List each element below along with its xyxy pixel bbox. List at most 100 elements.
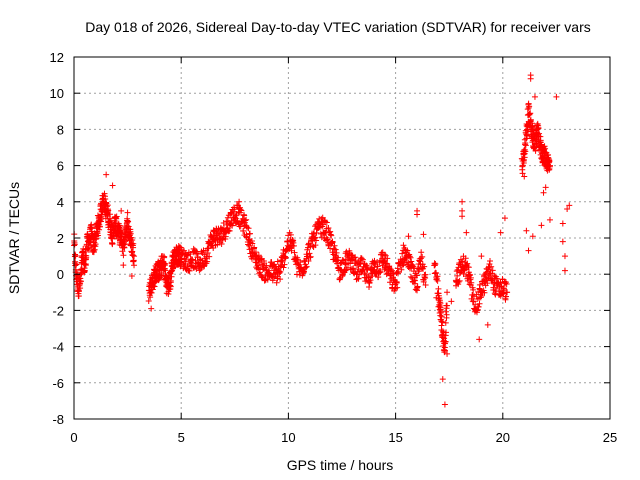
data-point: [521, 154, 528, 161]
data-point: [456, 277, 463, 284]
data-point: [106, 211, 113, 218]
data-point: [320, 221, 327, 228]
y-tick-label: -6: [52, 376, 64, 391]
data-point: [359, 256, 366, 263]
data-point: [519, 170, 526, 177]
data-point: [541, 146, 548, 153]
x-tick-label: 5: [178, 430, 185, 445]
data-point: [237, 206, 244, 213]
data-point: [165, 290, 172, 297]
data-point: [277, 263, 284, 270]
data-point: [129, 236, 136, 243]
data-point: [323, 219, 330, 226]
data-point: [520, 151, 527, 158]
data-point: [324, 236, 331, 243]
data-point: [393, 279, 400, 286]
data-point: [476, 281, 483, 288]
data-point: [92, 241, 99, 248]
data-point: [367, 277, 374, 284]
data-point: [277, 276, 284, 283]
data-point: [277, 268, 284, 275]
y-tick-label: 12: [50, 50, 64, 65]
data-point: [443, 311, 450, 318]
data-point: [183, 252, 190, 259]
data-point: [251, 244, 258, 251]
data-point: [459, 258, 466, 265]
data-point: [118, 207, 125, 214]
data-point: [162, 267, 169, 274]
data-point: [307, 254, 314, 261]
data-point: [122, 236, 129, 243]
data-point: [145, 297, 152, 304]
data-point: [105, 207, 112, 214]
data-point: [537, 137, 544, 144]
data-point: [407, 273, 414, 280]
data-point: [490, 284, 497, 291]
data-point: [386, 263, 393, 270]
data-point: [333, 249, 340, 256]
data-point: [76, 288, 83, 295]
data-point: [252, 249, 259, 256]
data-point: [442, 308, 449, 315]
data-point: [522, 142, 529, 149]
data-point: [148, 289, 155, 296]
data-point: [267, 272, 274, 279]
data-point: [484, 321, 491, 328]
data-point: [383, 260, 390, 267]
data-point: [249, 240, 256, 247]
data-point: [432, 260, 439, 267]
data-point: [94, 232, 101, 239]
data-point: [288, 247, 295, 254]
data-point: [273, 279, 280, 286]
data-point: [243, 216, 250, 223]
data-point: [464, 260, 471, 267]
data-point: [405, 233, 412, 240]
data-point: [291, 249, 298, 256]
data-point: [459, 207, 466, 214]
data-point: [71, 241, 78, 248]
data-point: [282, 255, 289, 262]
data-point: [442, 338, 449, 345]
data-point: [312, 242, 319, 249]
data-point: [93, 235, 100, 242]
data-point: [300, 268, 307, 275]
data-point: [313, 229, 320, 236]
data-point: [438, 322, 445, 329]
data-point: [419, 253, 426, 260]
data-point: [72, 251, 79, 258]
data-point: [129, 252, 136, 259]
data-point: [527, 72, 534, 79]
data-point: [274, 258, 281, 265]
data-point: [312, 234, 319, 241]
data-point: [150, 282, 157, 289]
data-point: [493, 275, 500, 282]
data-point: [303, 264, 310, 271]
data-point: [474, 309, 481, 316]
data-point: [527, 110, 534, 117]
data-point: [407, 254, 414, 261]
data-point: [561, 267, 568, 274]
data-point: [468, 279, 475, 286]
data-point: [488, 263, 495, 270]
data-point: [356, 260, 363, 267]
y-tick-label: 6: [57, 159, 64, 174]
data-point: [245, 236, 252, 243]
data-point: [77, 285, 84, 292]
x-axis-label: GPS time / hours: [287, 457, 394, 473]
data-point: [204, 258, 211, 265]
data-point: [529, 123, 536, 130]
data-point: [532, 147, 539, 154]
data-point: [356, 271, 363, 278]
data-point: [470, 298, 477, 305]
y-axis-label: SDTVAR / TECUs: [6, 182, 22, 294]
data-point: [414, 207, 421, 214]
data-point: [125, 218, 132, 225]
data-point: [256, 270, 263, 277]
data-point: [444, 302, 451, 309]
data-point: [522, 148, 529, 155]
data-point: [474, 306, 481, 313]
data-point: [484, 280, 491, 287]
data-point: [529, 233, 536, 240]
data-point: [478, 253, 485, 260]
